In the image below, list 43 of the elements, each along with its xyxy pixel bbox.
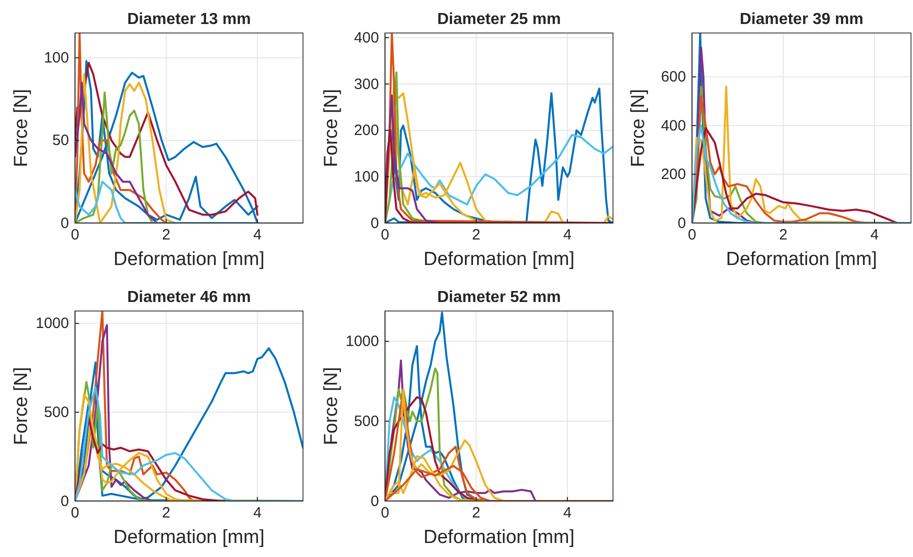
y-axis-title: Force [N] [11,88,32,168]
y-tick-label: 500 [44,404,69,422]
x-tick-label: 2 [779,226,788,244]
y-tick-label: 600 [660,68,686,86]
y-axis-title: Force [N] [11,366,32,446]
y-tick-label: 0 [60,214,69,232]
x-tick-label: 4 [563,504,572,522]
y-axis-title: Force [N] [628,88,649,168]
x-tick-label: 4 [253,226,262,244]
y-tick-label: 1000 [346,333,379,350]
x-axis-title: Deformation [mm] [114,527,264,548]
x-axis-title: Deformation [mm] [424,527,574,548]
x-axis-title: Deformation [mm] [726,249,877,270]
y-tick-label: 200 [354,122,379,140]
y-tick-label: 100 [44,50,69,67]
y-tick-label: 0 [370,214,379,232]
y-tick-label: 0 [370,492,379,510]
chart-title: Diameter 46 mm [127,289,251,306]
x-axis-title: Deformation [mm] [424,249,574,270]
y-tick-label: 0 [678,214,686,232]
y-tick-label: 200 [660,166,686,184]
y-tick-label: 500 [354,412,379,430]
x-tick-label: 4 [563,226,572,244]
x-tick-label: 2 [472,226,480,244]
y-axis-title: Force [N] [321,88,342,168]
chart-title: Diameter 13 mm [127,11,251,28]
y-tick-label: 0 [60,492,69,510]
x-tick-label: 2 [162,504,170,522]
x-axis-title: Deformation [mm] [114,249,264,270]
y-axis-title: Force [N] [321,366,342,446]
chart-title: Diameter 52 mm [437,289,561,306]
y-tick-label: 100 [354,168,379,186]
y-tick-label: 50 [52,132,69,150]
x-tick-label: 4 [870,226,879,244]
y-tick-label: 1000 [36,315,69,332]
x-tick-label: 2 [472,504,480,522]
x-tick-label: 4 [253,504,262,522]
chart-title: Diameter 25 mm [437,11,561,28]
x-tick-label: 2 [162,226,170,244]
y-tick-label: 300 [354,76,379,93]
y-tick-label: 400 [354,29,379,46]
y-tick-label: 400 [660,117,686,134]
chart-title: Diameter 39 mm [740,11,864,28]
